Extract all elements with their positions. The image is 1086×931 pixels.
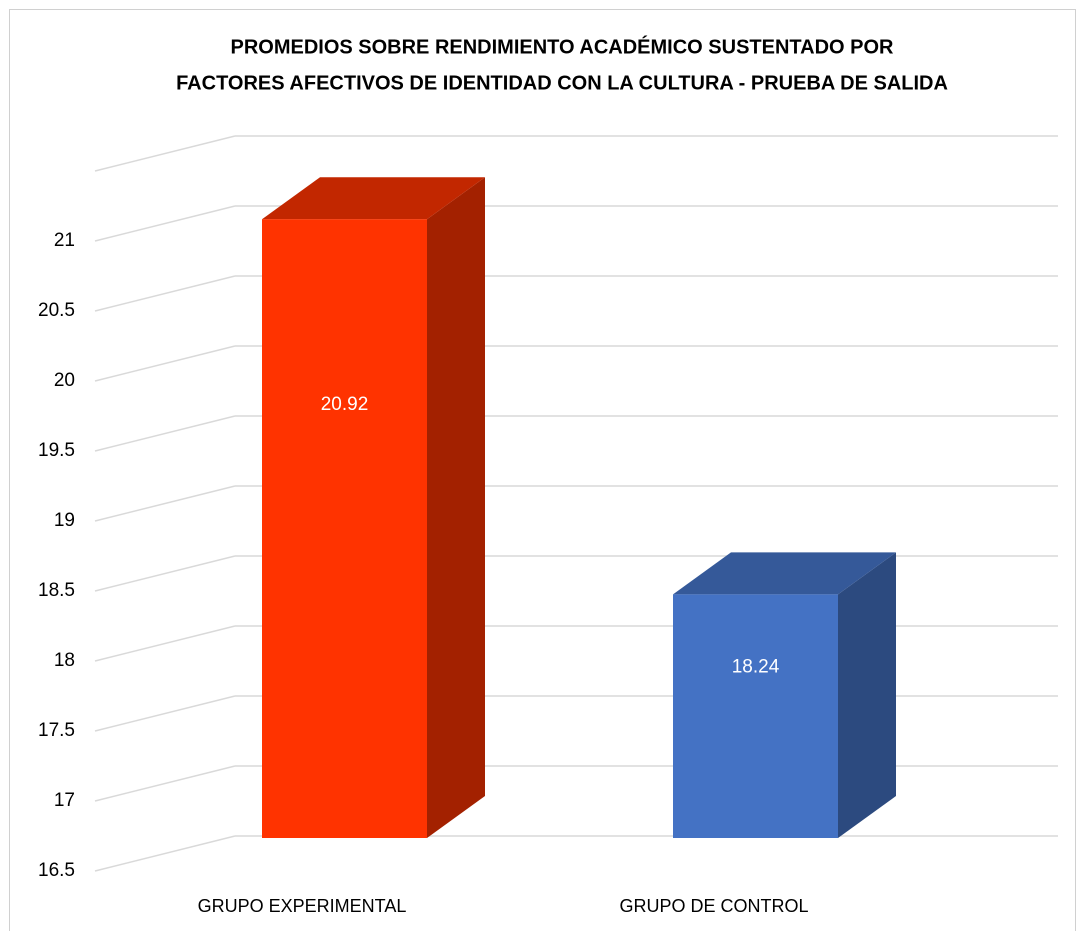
y-tick-label: 17.5: [38, 720, 75, 741]
y-tick-label: 20.5: [38, 300, 75, 321]
grid-line: [94, 345, 236, 382]
value-label: 20.92: [321, 394, 369, 415]
chart-title: PROMEDIOS SOBRE RENDIMIENTO ACADÉMICO SU…: [230, 35, 894, 58]
y-tick-label: 19: [54, 510, 75, 531]
grid-line: [94, 205, 236, 242]
bar-top: [673, 552, 896, 595]
y-tick-label: 18.5: [38, 580, 75, 601]
value-label: 18.24: [732, 656, 780, 677]
grid-line: [94, 695, 236, 732]
bar: [262, 219, 427, 838]
bar: [673, 594, 838, 838]
wall-edge: [94, 135, 236, 172]
y-tick-label: 18: [54, 650, 75, 671]
grid-line: [94, 835, 236, 872]
bar-side: [427, 177, 485, 838]
y-tick-label: 16.5: [38, 860, 75, 881]
y-tick-label: 21: [54, 230, 75, 251]
bar-side: [838, 552, 896, 838]
chart-title: FACTORES AFECTIVOS DE IDENTIDAD CON LA C…: [176, 72, 948, 94]
grid-line: [94, 625, 236, 662]
chart-border: [9, 9, 1076, 931]
grid-line: [94, 275, 236, 312]
grid-line: [94, 555, 236, 592]
x-tick-label: GRUPO DE CONTROL: [619, 896, 808, 916]
bar-top: [262, 177, 485, 220]
grid-line: [94, 485, 236, 522]
y-tick-label: 19.5: [38, 440, 75, 461]
x-tick-label: GRUPO EXPERIMENTAL: [198, 896, 407, 916]
grid-line: [94, 765, 236, 802]
grid-line: [94, 415, 236, 452]
y-tick-label: 17: [54, 790, 75, 811]
y-tick-label: 20: [54, 370, 75, 391]
